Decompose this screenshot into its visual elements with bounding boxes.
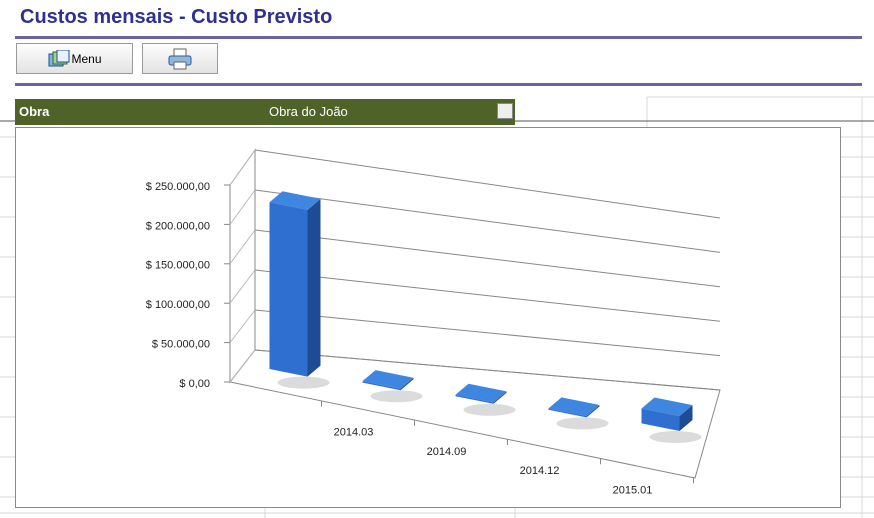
bar-side	[493, 391, 507, 404]
side-grid-line	[229, 269, 256, 304]
bar	[362, 381, 401, 391]
chart: $ 0,00 $ 50.000,00 $ 100.000,00 $ 150.000,0…	[146, 148, 721, 496]
x-tick-label: 2014.12	[520, 465, 560, 477]
bar	[269, 202, 308, 377]
side-grid-line	[229, 229, 256, 265]
y-tick-label: $ 150.000,00	[146, 260, 210, 272]
bar-top	[641, 397, 693, 417]
bar-side	[307, 198, 321, 377]
filter-label: Obra	[19, 104, 50, 119]
y-tick-label: $ 100.000,00	[146, 299, 210, 311]
bar-side	[586, 405, 600, 418]
bar-top	[548, 397, 600, 417]
menu-icon	[48, 49, 70, 66]
cell-lines	[0, 96, 874, 518]
page-title: Custos mensais - Custo Previsto	[20, 6, 333, 28]
bar-side	[679, 405, 693, 431]
title-rule	[15, 36, 862, 39]
grid-line	[254, 349, 721, 391]
bar-shadow	[649, 431, 702, 443]
side-grid-line	[229, 189, 256, 225]
bar	[548, 408, 587, 418]
grid-line	[254, 309, 721, 357]
y-tick-label: $ 50.000,00	[152, 339, 210, 351]
bar	[455, 394, 494, 404]
toolbar-rule	[15, 83, 862, 86]
filter-row: Obra Obra do João	[15, 99, 515, 125]
menu-button[interactable]: Menu	[16, 43, 133, 74]
x-tick-label: 2015.01	[613, 484, 653, 496]
side-wall	[229, 148, 256, 384]
grid-line	[254, 229, 721, 288]
filter-value: Obra do João	[269, 104, 348, 119]
grid-line	[254, 149, 721, 219]
x-tick-label: 2014.09	[427, 446, 467, 458]
bar-shadow	[556, 417, 609, 430]
y-tick-label: $ 200.000,00	[146, 220, 210, 232]
side-grid-line	[229, 309, 256, 343]
side-grid-line	[229, 349, 256, 383]
bar-top	[362, 370, 414, 389]
bar-side	[400, 377, 414, 391]
bar-top	[455, 383, 507, 403]
print-icon	[168, 48, 192, 69]
bar-shadow	[463, 403, 516, 416]
grid-line	[254, 269, 721, 322]
grid-line	[254, 189, 721, 253]
bar-top	[269, 191, 321, 210]
side-grid-line	[229, 149, 256, 186]
menu-label: Menu	[71, 51, 102, 66]
chart-area: $ 0,00 $ 50.000,00 $ 100.000,00 $ 150.000,0…	[15, 127, 841, 508]
bar-shadow	[277, 376, 330, 389]
print-button[interactable]	[142, 43, 218, 74]
y-tick-label: $ 0,00	[179, 378, 210, 390]
bar-shadow	[370, 390, 423, 403]
y-tick-label: $ 250.000,00	[146, 181, 210, 193]
x-tick-label: 2014.03	[334, 427, 374, 439]
filter-button[interactable]	[497, 103, 513, 119]
bar	[641, 408, 680, 431]
